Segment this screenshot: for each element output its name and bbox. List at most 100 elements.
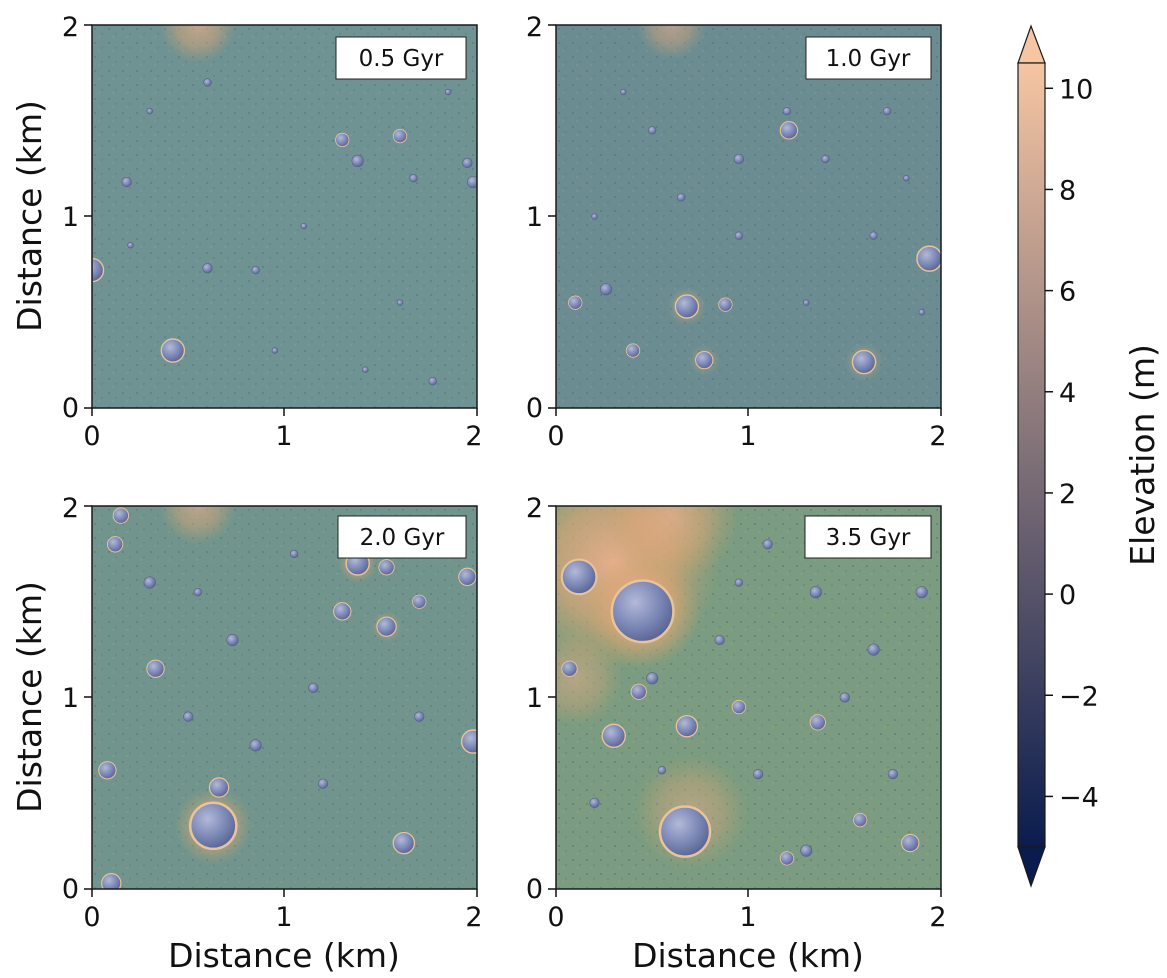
panel-3-crater-4	[601, 723, 626, 749]
panel-2-crater-16	[317, 778, 329, 789]
panel-3-crater-10	[853, 812, 868, 828]
panel-3-xlabel: Distance (km)	[632, 936, 864, 975]
colorbar-tick-label-7: −4	[1059, 782, 1099, 813]
panel-1-elevated-rim-0	[636, 25, 707, 60]
colorbar-tick-label-2: 6	[1059, 277, 1076, 308]
panel-1-crater-11	[676, 193, 686, 202]
panel-0-xtick-label-1: 1	[275, 421, 292, 452]
panel-1-crater-12	[734, 231, 744, 240]
panel-0-elevated-rim-0	[159, 25, 237, 64]
colorbar-tick-label-1: 8	[1059, 175, 1076, 206]
panel-1-craters	[568, 88, 941, 375]
panel-2-elevated-rim-0	[159, 506, 237, 545]
panel-0-crater-0	[160, 338, 186, 363]
panel-1-texture	[556, 25, 941, 408]
panel-2-crater-5	[458, 567, 477, 587]
panel-2-crater-10	[146, 659, 165, 678]
panel-0-crater-9	[202, 263, 213, 274]
panel-2-crater-17	[98, 761, 117, 780]
panel-2-xtick-label-1: 1	[275, 902, 292, 933]
panel-1-crater-18	[918, 309, 925, 316]
panel-0-label-box	[335, 36, 467, 80]
panel-1-crater-1	[851, 349, 877, 375]
panel-1-crater-21	[620, 88, 627, 96]
panel-3-crater-3	[561, 660, 578, 677]
panel-0-crater-11	[409, 174, 418, 183]
panel-2-crater-11	[106, 536, 124, 553]
panel-2-crater-0	[188, 801, 238, 851]
panel-2-crater-18	[143, 576, 156, 589]
panel-0-crater-4	[351, 154, 364, 168]
panel-1-crater-15	[869, 231, 878, 240]
panel-1-crater-3	[568, 295, 583, 310]
panel-0-crater-13	[362, 366, 369, 373]
colorbar-ticks: 10 8 6 4 2 0 −2 −4	[1045, 74, 1099, 813]
panel-0-xtick-label-0: 0	[83, 421, 100, 452]
panel-1-crater-7	[779, 121, 799, 140]
panel-2-crater-15	[308, 682, 319, 694]
panel-3-5-gyr: 3.5 Gyr 2 1 0 0 1 2 Distance (km)	[526, 493, 947, 975]
colorbar-tick-label-3: 4	[1059, 378, 1076, 409]
panel-3-crater-7	[646, 672, 659, 685]
panel-0-crater-14	[271, 347, 279, 354]
panel-2-crater-9	[392, 831, 416, 855]
panel-2-plot-area	[92, 506, 477, 889]
panel-2-ytick-label-1: 1	[62, 683, 79, 714]
panel-0-crater-12	[428, 377, 437, 386]
panel-1-crater-0	[674, 294, 700, 319]
panel-2-crater-4	[376, 616, 397, 637]
panel-1-xtick-label-1: 1	[739, 421, 756, 452]
panel-0-crater-3	[392, 128, 408, 144]
panel-3-crater-8	[731, 699, 747, 715]
panel-3-xtick-label-0: 0	[547, 902, 564, 933]
panel-0-ticks: 2 1 0 0 1 2	[62, 12, 483, 452]
panel-2-xtick-label-2: 2	[465, 902, 482, 933]
panel-2-ytick-label-0: 0	[62, 874, 79, 905]
panel-3-crater-1	[560, 558, 598, 596]
panel-3-crater-15	[809, 586, 822, 599]
panel-0-crater-19	[444, 88, 452, 96]
panel-0-5-gyr: 0.5 Gyr 2 1 0 0 1 2 Distance (km)	[10, 12, 483, 452]
colorbar-extend-bottom	[1017, 846, 1046, 888]
panel-2-craters	[98, 507, 477, 889]
panel-2-crater-8	[460, 729, 477, 754]
panel-0-crater-5	[462, 157, 473, 168]
panel-0-rims	[159, 25, 237, 64]
panel-3-crater-14	[867, 643, 880, 656]
panel-2-ytick-label-2: 2	[62, 493, 79, 524]
panel-3-crater-2	[658, 805, 712, 858]
panel-3-label: 3.5 Gyr	[826, 525, 911, 551]
panel-2-label: 2.0 Gyr	[360, 525, 445, 551]
panel-2-ticks: 2 1 0 0 1 2	[62, 493, 483, 933]
panel-3-crater-16	[762, 539, 773, 550]
panel-0-crater-7	[203, 78, 212, 87]
panel-3-crater-24	[734, 578, 744, 587]
panel-3-crater-22	[657, 766, 667, 775]
panel-2-crater-13	[183, 711, 194, 722]
panel-2-label-box	[337, 515, 467, 559]
panel-3-xtick-label-1: 1	[739, 902, 756, 933]
panel-2-crater-21	[112, 507, 130, 524]
panel-1-crater-10	[733, 153, 744, 165]
panel-0-label: 0.5 Gyr	[359, 46, 444, 72]
panel-3-crater-19	[887, 768, 898, 780]
panel-1-0-gyr: 1.0 Gyr 2 1 0 0 1 2	[526, 12, 947, 452]
panel-1-crater-13	[821, 154, 830, 164]
panel-0-crater-10	[251, 265, 260, 275]
panel-1-crater-6	[599, 283, 613, 296]
colorbar-label: Elevation (m)	[1123, 344, 1162, 566]
panel-3-label-box	[804, 515, 932, 559]
panel-0-craters	[92, 78, 477, 386]
panel-1-crater-2	[695, 350, 714, 370]
panel-3-crater-13	[901, 833, 920, 853]
panel-3-crater-21	[753, 768, 764, 780]
panel-2-texture	[92, 506, 477, 889]
panel-3-craters	[560, 539, 928, 866]
panel-1-ytick-label-2: 2	[526, 12, 543, 43]
panel-0-crater-15	[127, 242, 134, 249]
panel-3-crater-11	[779, 851, 795, 866]
panel-2-xtick-label-0: 0	[83, 902, 100, 933]
panel-0-crater-1	[92, 257, 105, 283]
panel-2-crater-1	[208, 777, 230, 798]
